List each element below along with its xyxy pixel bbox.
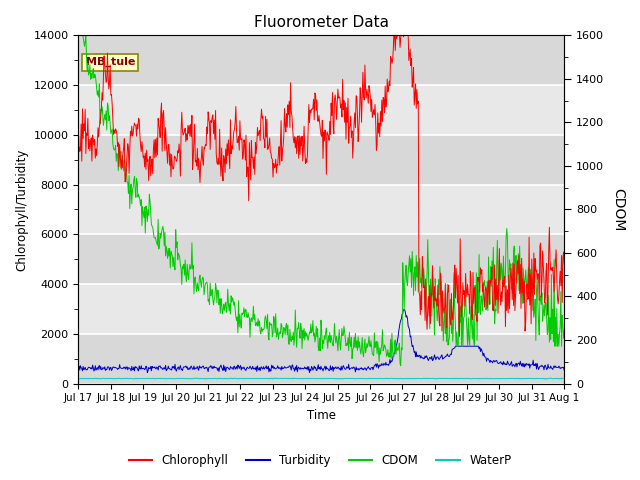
X-axis label: Time: Time: [307, 409, 336, 422]
Chlorophyll: [380, 96, 388, 102]
Chlorophyll: [83, 132, 91, 138]
Line: Turbidity: Turbidity: [79, 310, 564, 372]
CDOM: [397, 363, 404, 369]
Bar: [79, 184, 564, 234]
WaterP: [133, 376, 141, 382]
CDOM: [380, 346, 388, 351]
Chlorophyll: [209, 114, 216, 120]
Chlorophyll: [456, 333, 463, 339]
Turbidity: [381, 361, 388, 367]
WaterP: [395, 375, 403, 381]
Line: WaterP: WaterP: [79, 378, 564, 379]
Chlorophyll: [390, 27, 398, 33]
Chlorophyll: [133, 121, 141, 127]
Turbidity: [75, 365, 83, 371]
Turbidity: [306, 370, 314, 375]
WaterP: [561, 376, 568, 382]
CDOM: [83, 69, 91, 74]
Title: Fluorometer Data: Fluorometer Data: [254, 15, 389, 30]
WaterP: [543, 376, 550, 382]
WaterP: [182, 376, 190, 382]
CDOM: [182, 278, 190, 284]
Bar: [79, 85, 564, 135]
Turbidity: [182, 365, 190, 371]
Bar: [79, 135, 564, 184]
CDOM: [75, 20, 83, 26]
Legend: Chlorophyll, Turbidity, CDOM, WaterP: Chlorophyll, Turbidity, CDOM, WaterP: [124, 449, 516, 472]
Text: MB_tule: MB_tule: [86, 57, 135, 67]
Turbidity: [561, 367, 568, 373]
Chlorophyll: [182, 131, 190, 137]
Line: CDOM: CDOM: [79, 23, 564, 366]
CDOM: [133, 179, 141, 184]
Bar: [79, 334, 564, 384]
Chlorophyll: [75, 124, 83, 130]
CDOM: [394, 348, 402, 353]
Turbidity: [83, 367, 91, 372]
CDOM: [561, 327, 568, 333]
WaterP: [75, 376, 83, 382]
Turbidity: [395, 328, 403, 334]
CDOM: [209, 287, 216, 292]
Turbidity: [133, 365, 141, 371]
Chlorophyll: [395, 30, 403, 36]
Chlorophyll: [561, 261, 568, 267]
Y-axis label: CDOM: CDOM: [611, 188, 625, 231]
Bar: [79, 36, 564, 85]
Bar: [79, 284, 564, 334]
WaterP: [83, 376, 91, 382]
Turbidity: [399, 307, 407, 312]
WaterP: [381, 376, 388, 382]
WaterP: [209, 376, 216, 382]
Turbidity: [209, 366, 216, 372]
Bar: [79, 234, 564, 284]
Line: Chlorophyll: Chlorophyll: [79, 30, 564, 336]
Y-axis label: Chlorophyll/Turbidity: Chlorophyll/Turbidity: [15, 148, 28, 271]
WaterP: [270, 375, 278, 381]
